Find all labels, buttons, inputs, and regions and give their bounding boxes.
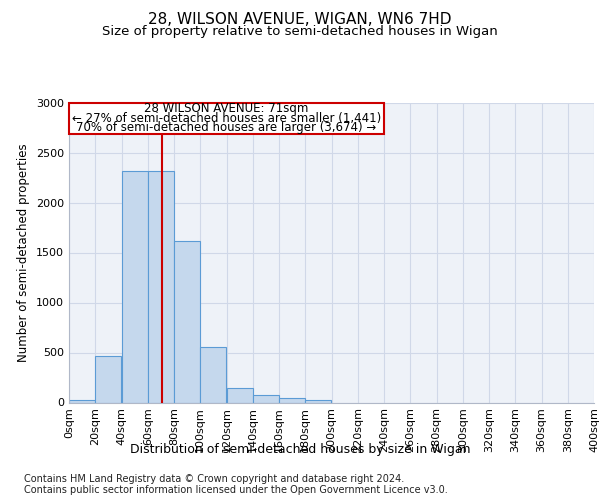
Text: Distribution of semi-detached houses by size in Wigan: Distribution of semi-detached houses by … bbox=[130, 442, 470, 456]
Bar bbox=[122, 170, 148, 402]
Text: Contains HM Land Registry data © Crown copyright and database right 2024.: Contains HM Land Registry data © Crown c… bbox=[24, 474, 404, 484]
Bar bbox=[279, 398, 305, 402]
Y-axis label: Number of semi-detached properties: Number of semi-detached properties bbox=[17, 143, 31, 362]
Bar bbox=[200, 346, 226, 403]
Bar bbox=[148, 170, 174, 402]
Bar bbox=[174, 240, 200, 402]
Text: 28 WILSON AVENUE: 71sqm: 28 WILSON AVENUE: 71sqm bbox=[145, 102, 308, 114]
Bar bbox=[227, 388, 253, 402]
Text: ← 27% of semi-detached houses are smaller (1,441): ← 27% of semi-detached houses are smalle… bbox=[72, 112, 381, 125]
Bar bbox=[69, 400, 95, 402]
Text: Size of property relative to semi-detached houses in Wigan: Size of property relative to semi-detach… bbox=[102, 25, 498, 38]
Text: 70% of semi-detached houses are larger (3,674) →: 70% of semi-detached houses are larger (… bbox=[76, 122, 377, 134]
Text: 28, WILSON AVENUE, WIGAN, WN6 7HD: 28, WILSON AVENUE, WIGAN, WN6 7HD bbox=[148, 12, 452, 28]
Text: Contains public sector information licensed under the Open Government Licence v3: Contains public sector information licen… bbox=[24, 485, 448, 495]
Bar bbox=[253, 394, 279, 402]
FancyBboxPatch shape bbox=[69, 102, 384, 134]
Bar bbox=[95, 356, 121, 403]
Bar bbox=[305, 400, 331, 402]
